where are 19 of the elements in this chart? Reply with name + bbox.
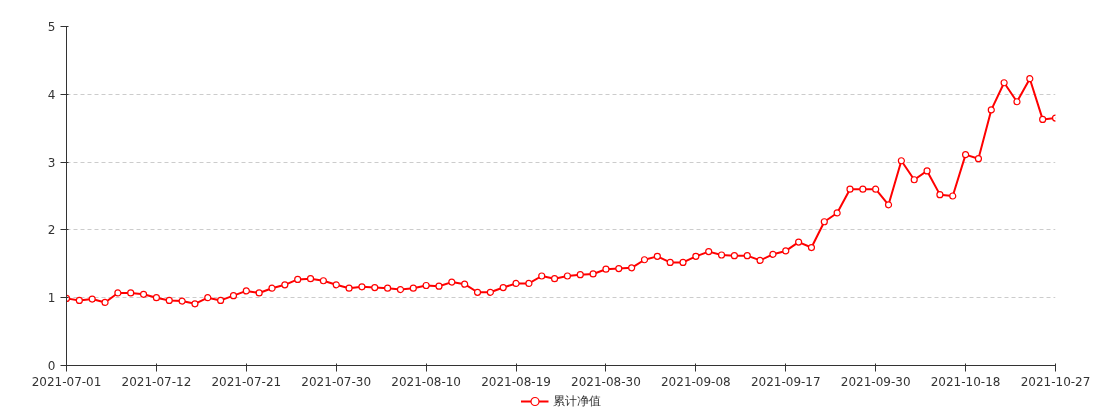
x-tick-label: 2021-07-30 [301, 374, 372, 389]
y-tick-label: 3 [47, 155, 56, 170]
y-tick-label: 0 [47, 359, 56, 373]
x-tick-label: 2021-10-18 [930, 374, 1001, 389]
x-tick-label: 2021-09-30 [840, 374, 911, 389]
x-tick-label: 2021-08-30 [571, 374, 641, 389]
x-tick-label: 2021-07-21 [211, 374, 282, 389]
y-tick-label: 4 [47, 87, 56, 102]
y-tick-label: 1 [47, 291, 56, 306]
y-tick-label: 2 [47, 223, 56, 238]
x-tick-label: 2021-08-19 [481, 374, 551, 389]
x-tick-label: 2021-09-17 [750, 374, 821, 389]
x-tick-label: 2021-09-08 [660, 374, 731, 389]
x-tick-label: 2021-07-01 [31, 374, 102, 389]
y-tick-label: 5 [47, 20, 56, 34]
x-tick-label: 2021-10-27 [1020, 374, 1091, 389]
x-tick-label: 2021-07-12 [121, 374, 192, 389]
x-tick-label: 2021-08-10 [391, 374, 462, 389]
legend-label: 累计净值 [553, 392, 601, 410]
